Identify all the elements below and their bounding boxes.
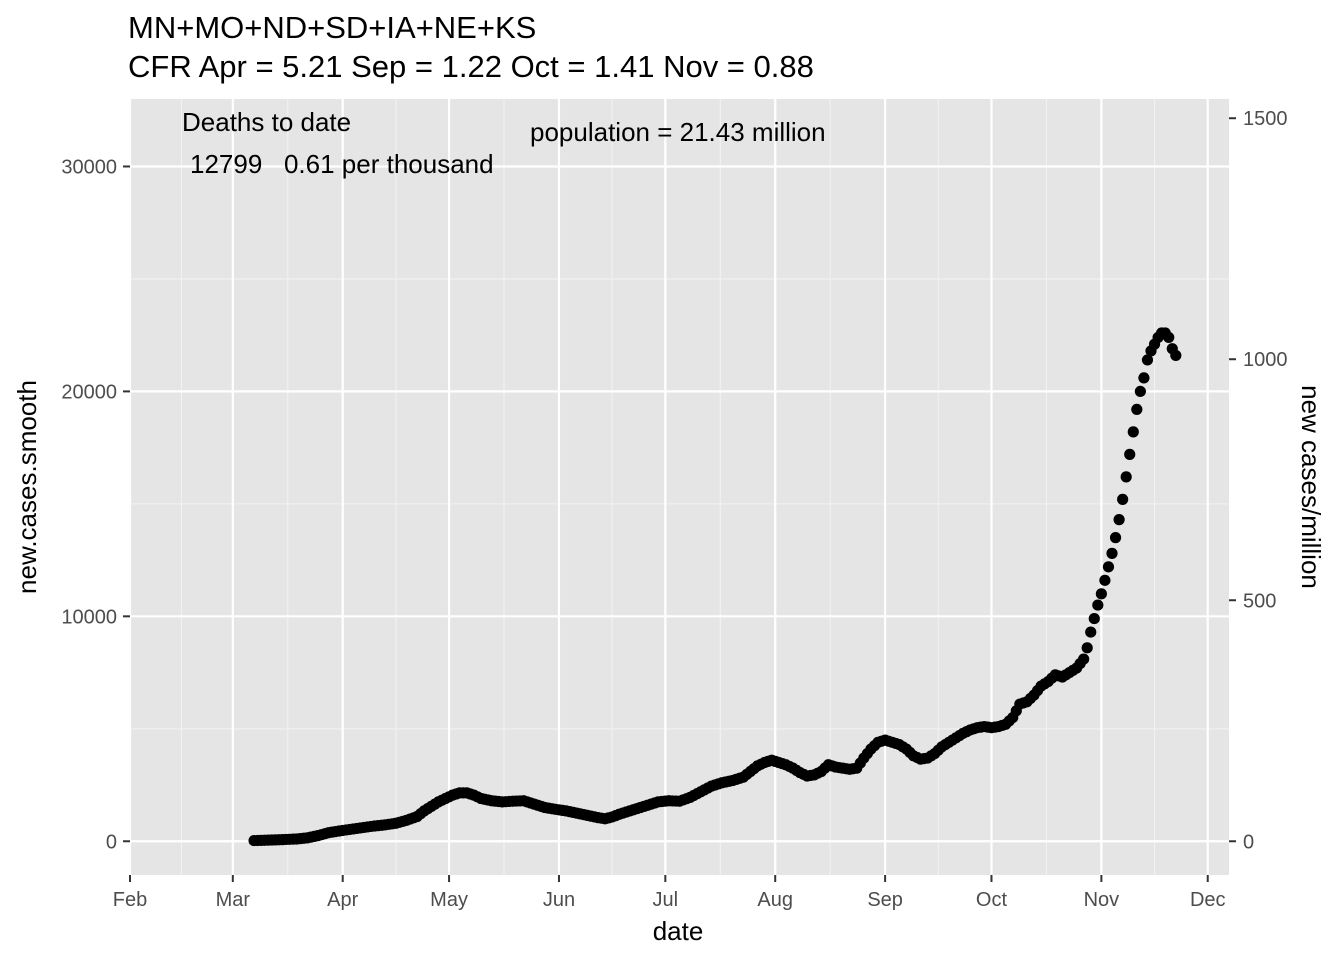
grid-lines xyxy=(128,99,1229,875)
x-tick-label: Oct xyxy=(976,889,1008,911)
x-tick-label: Feb xyxy=(113,889,147,911)
data-point xyxy=(1138,372,1150,384)
data-point xyxy=(1102,561,1115,573)
data-point xyxy=(1085,626,1097,638)
x-tick-label: Sep xyxy=(867,889,903,911)
data-point xyxy=(1124,448,1136,460)
chart-subtitle: CFR Apr = 5.21 Sep = 1.22 Oct = 1.41 Nov… xyxy=(128,49,814,84)
x-tick-label: Dec xyxy=(1190,889,1226,911)
data-point xyxy=(1081,642,1093,654)
y2-tick-label: 1000 xyxy=(1243,349,1288,371)
data-point xyxy=(1109,532,1122,544)
data-point xyxy=(1163,331,1175,344)
x-tick-label: Jul xyxy=(653,889,679,911)
y2-tick-label: 0 xyxy=(1243,831,1254,853)
x-tick-label: Nov xyxy=(1084,889,1120,911)
x-tick-label: Jun xyxy=(543,889,575,911)
data-point xyxy=(1141,354,1154,366)
y-tick-label: 20000 xyxy=(61,381,117,403)
y-tick-label: 10000 xyxy=(61,606,117,628)
y-tick-label: 0 xyxy=(106,831,117,853)
data-point xyxy=(1170,349,1182,362)
data-point xyxy=(1134,385,1146,398)
data-point xyxy=(1113,514,1125,526)
data-points xyxy=(248,327,1182,847)
deaths-heading: Deaths to date xyxy=(182,107,351,137)
data-point xyxy=(1099,574,1111,586)
plot-panel xyxy=(130,99,1229,875)
population-label: population = 21.43 million xyxy=(530,117,826,147)
y-tick-label: 30000 xyxy=(61,156,117,178)
x-tick-label: Apr xyxy=(327,889,358,911)
x-tick-label: Aug xyxy=(757,889,793,911)
x-axis-title: date xyxy=(653,916,704,946)
data-point xyxy=(1120,471,1132,483)
y2-tick-label: 500 xyxy=(1243,590,1276,612)
y2-axis-title: new cases/million xyxy=(1296,385,1326,589)
x-tick-label: Mar xyxy=(216,889,251,911)
data-point xyxy=(1088,612,1100,625)
data-point xyxy=(1078,653,1090,665)
deaths-line: 12799 0.61 per thousand xyxy=(190,149,494,179)
data-point xyxy=(1095,588,1107,600)
y2-tick-label: 1500 xyxy=(1243,108,1288,130)
chart-title: MN+MO+ND+SD+IA+NE+KS xyxy=(128,10,536,45)
data-point xyxy=(1131,403,1143,415)
data-point xyxy=(1127,426,1139,438)
x-tick-label: May xyxy=(430,889,468,911)
data-point xyxy=(1117,493,1129,505)
y-axis-title: new.cases.smooth xyxy=(12,380,42,594)
data-point xyxy=(1092,599,1104,611)
data-point xyxy=(1106,547,1118,559)
axis-ticks: Feb Mar Apr May Jun Jul Aug Sep Oct Nov Dec0100002… xyxy=(61,108,1287,911)
